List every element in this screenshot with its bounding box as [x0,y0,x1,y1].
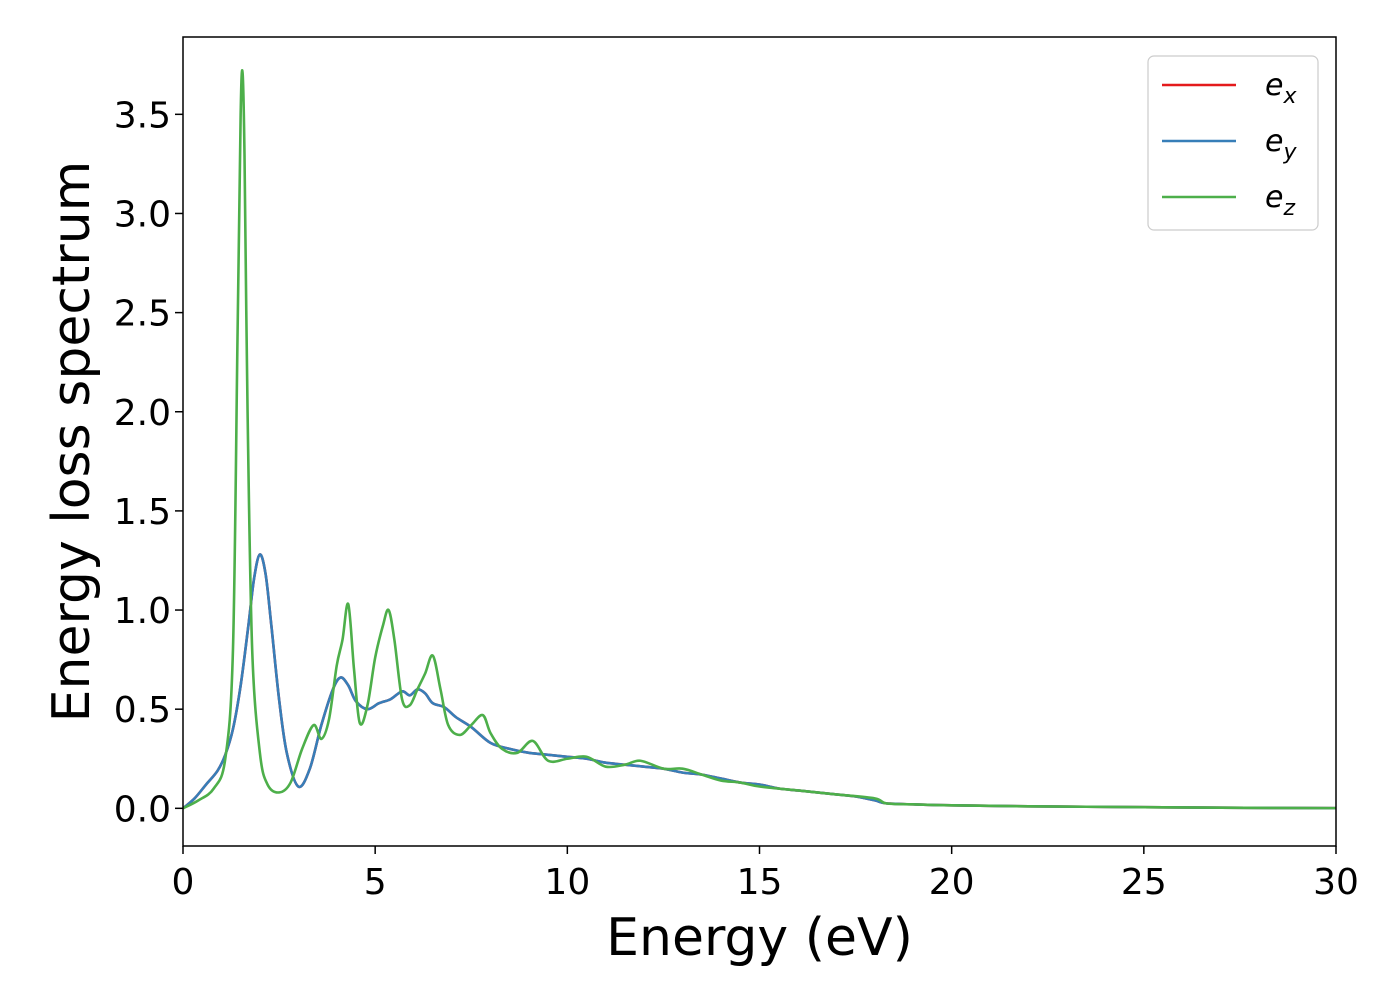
x-tick-label: 30 [1313,862,1359,903]
x-axis: 0 5 10 15 20 25 30 [172,846,1359,903]
y-tick-label: 1.5 [114,492,171,533]
series-line-z [183,69,1336,810]
y-tick-label: 0.0 [114,789,171,830]
x-axis-title: Energy (eV) [606,908,913,968]
legend-box [1147,55,1319,231]
y-axis-title: Energy loss spectrum [42,161,102,723]
plot-area [183,69,1336,810]
y-tick-label: 3.5 [114,95,171,136]
x-tick-label: 10 [544,862,590,903]
x-tick-label: 0 [172,862,195,903]
y-tick-label: 2.5 [114,294,171,335]
x-tick-label: 20 [929,862,975,903]
y-axis: 0.0 0.5 1.0 1.5 2.0 2.5 3.0 3.5 [114,95,183,830]
x-tick-label: 5 [364,862,387,903]
y-tick-label: 1.0 [114,591,171,632]
legend-entry-y: ey [1162,124,1297,165]
y-tick-label: 0.5 [114,690,171,731]
legend-entry-x: ex [1162,68,1297,109]
y-tick-label: 3.0 [114,194,171,235]
y-tick-label: 2.0 [114,393,171,434]
x-tick-label: 15 [737,862,783,903]
legend-entry-z: ez [1162,180,1295,221]
legend-label: ey [1265,124,1297,165]
legend-label: ez [1265,180,1295,221]
legend-label: ex [1265,68,1297,109]
x-tick-label: 25 [1121,862,1167,903]
legend: ex ey ez [1147,55,1319,231]
